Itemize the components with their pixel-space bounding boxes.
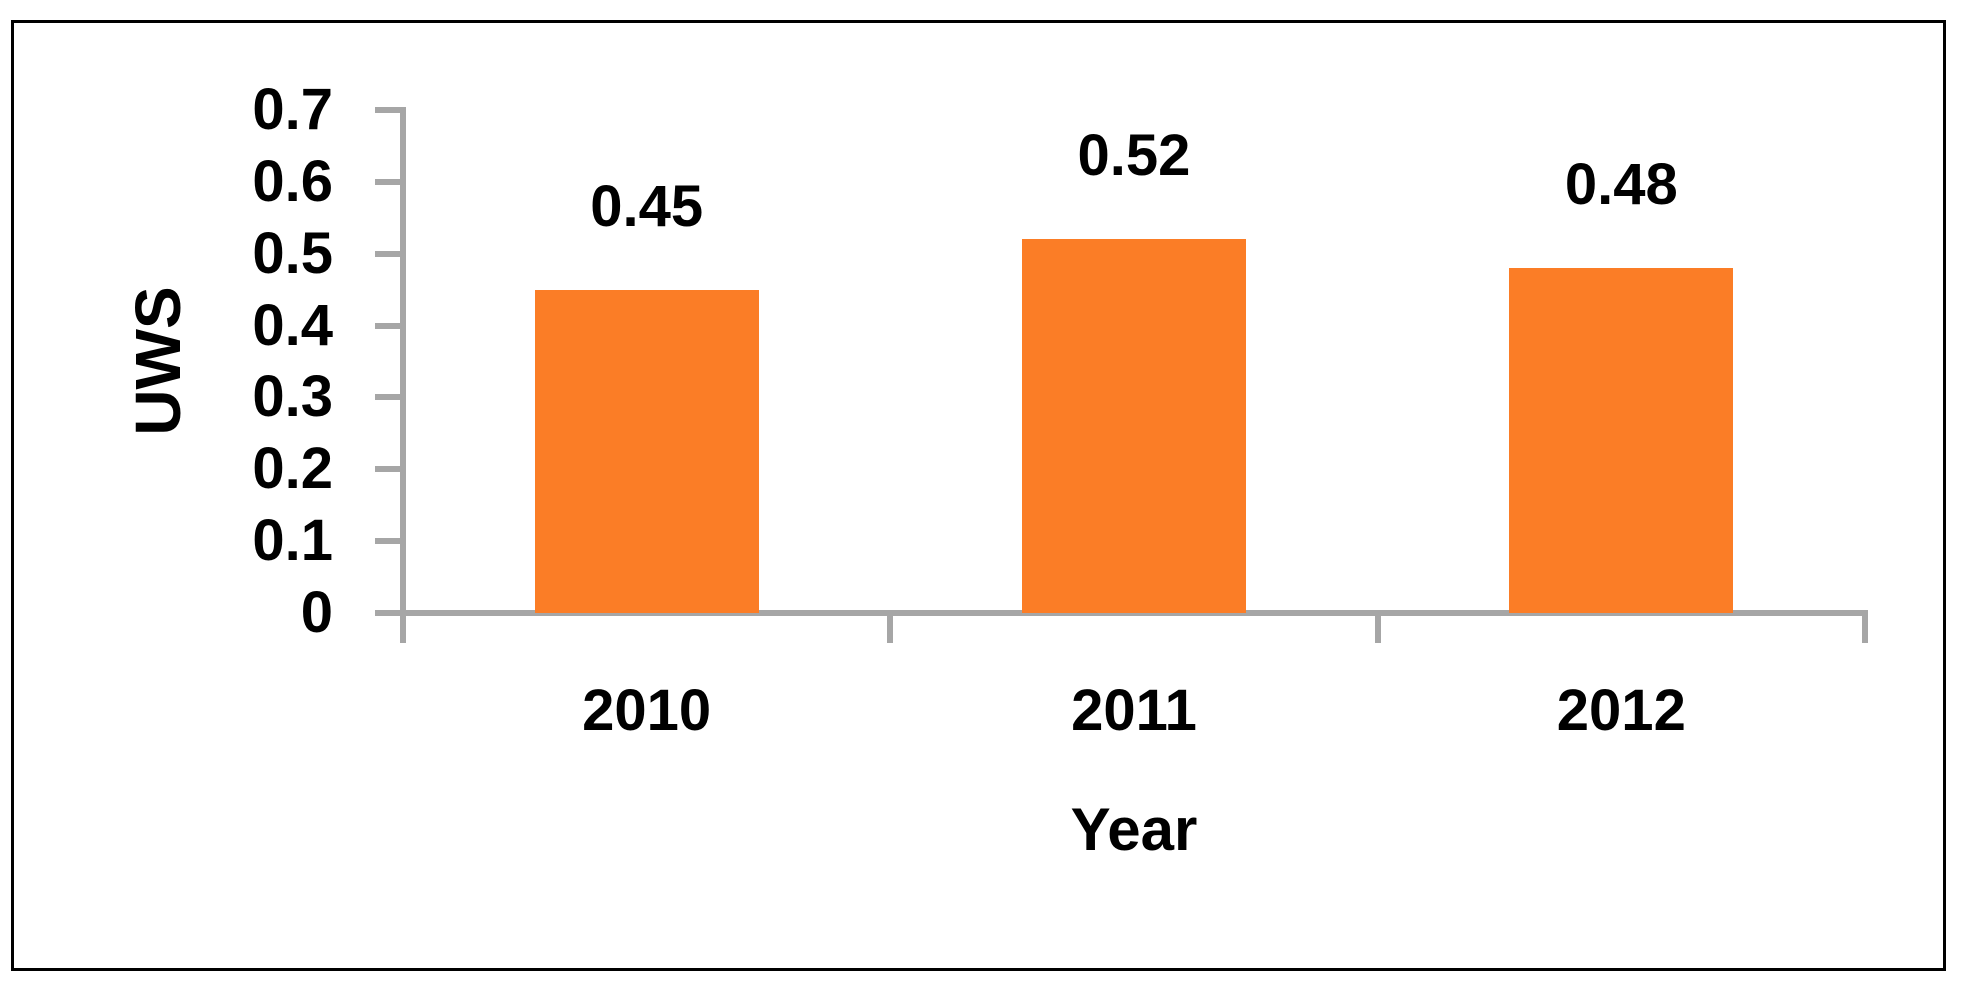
y-tick-label: 0.5 [252,220,333,286]
y-tick-mark [375,538,400,545]
x-axis-line [400,610,1868,616]
y-tick-label: 0.4 [252,292,333,358]
x-tick-mark [400,616,406,643]
y-axis-line [400,107,406,616]
x-category-label: 2011 [1071,678,1197,743]
y-axis-title: UWS [122,286,194,436]
bar [534,289,759,613]
y-tick-mark [375,322,400,329]
x-tick-mark [887,616,894,643]
y-tick-mark [375,610,400,616]
y-tick-label: 0 [300,580,333,645]
y-tick-mark [375,466,400,473]
x-tick-mark [1862,616,1868,643]
y-tick-mark [375,394,400,401]
y-tick-label: 0.3 [252,364,333,430]
x-category-label: 2012 [1556,678,1686,743]
x-category-label: 2010 [582,678,712,743]
y-tick-label: 0.7 [252,77,333,142]
y-tick-mark [375,178,400,185]
bar [1509,268,1734,613]
x-axis-title: Year [1070,796,1198,863]
bar-value-label: 0.48 [1564,152,1678,218]
bar [1022,239,1246,613]
x-tick-mark [1374,616,1381,643]
y-tick-label: 0.2 [252,436,333,502]
y-tick-label: 0.6 [252,148,333,214]
y-tick-mark [375,107,400,113]
y-tick-label: 0.1 [252,508,333,574]
y-tick-mark [375,250,400,257]
bar-value-label: 0.52 [1077,123,1191,189]
bar-value-label: 0.45 [590,173,704,239]
